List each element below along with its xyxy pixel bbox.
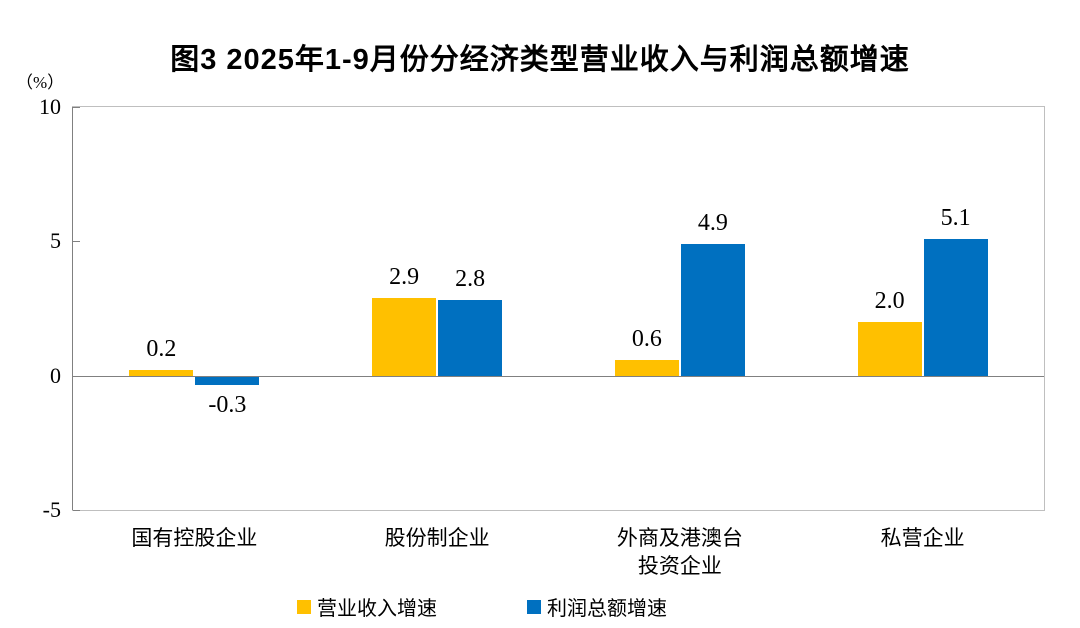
y-axis-tick-mark <box>73 241 80 242</box>
y-axis-tick-mark <box>73 107 80 108</box>
legend-swatch-icon <box>297 599 311 614</box>
y-axis-line <box>72 107 73 510</box>
y-axis-unit-label: （%） <box>16 73 65 92</box>
bar-value-label: 4.9 <box>697 210 728 237</box>
bar-value-label: 0.6 <box>631 325 662 352</box>
chart-title: 图3 2025年1-9月份分经济类型营业收入与利润总额增速 <box>170 44 910 76</box>
x-axis-category-label: 外商及港澳台 投资企业 <box>616 526 743 578</box>
zero-gridline <box>73 376 1044 377</box>
legend-swatch-icon <box>527 599 541 614</box>
y-axis-tick-mark <box>73 376 80 377</box>
x-axis-category-label: 国有控股企业 <box>131 526 258 550</box>
bar-营业收入增速-2 <box>614 359 679 376</box>
y-axis-tick-label: 5 <box>50 228 61 254</box>
x-axis-category-label: 股份制企业 <box>384 526 490 550</box>
bar-利润总额增速-3 <box>923 238 988 376</box>
bar-value-label: 2.8 <box>455 266 486 293</box>
bar-value-label: 0.2 <box>146 336 177 363</box>
bar-value-label: 2.0 <box>874 287 905 314</box>
bar-利润总额增速-1 <box>438 300 503 376</box>
bar-利润总额增速-0 <box>195 376 260 385</box>
legend-label: 营业收入增速 <box>317 598 437 620</box>
bar-value-label: 5.1 <box>940 204 971 231</box>
y-axis-tick-label: 0 <box>50 362 61 388</box>
bar-value-label: -0.3 <box>208 391 247 418</box>
legend-item: 营业收入增速 <box>297 592 437 621</box>
x-axis-category-label: 私营企业 <box>880 526 965 550</box>
legend: 营业收入增速 利润总额增速 <box>0 592 1022 621</box>
bar-营业收入增速-1 <box>372 297 437 376</box>
bar-营业收入增速-0 <box>129 370 194 376</box>
bar-营业收入增速-3 <box>857 321 922 376</box>
legend-label: 利润总额增速 <box>547 598 667 620</box>
legend-item: 利润总额增速 <box>527 592 667 621</box>
y-axis-tick-label: 10 <box>39 94 61 119</box>
plot-area: 10 5 0 -5 0.2 -0.3 国有控股企业 2.9 2.8 股份制企业 0.6 4.9 外商及港… <box>39 94 1045 578</box>
y-axis-tick-label: -5 <box>42 497 61 522</box>
bar-利润总额增速-2 <box>680 244 745 376</box>
y-axis-tick-mark <box>73 510 80 511</box>
bar-value-label: 2.9 <box>389 263 420 290</box>
